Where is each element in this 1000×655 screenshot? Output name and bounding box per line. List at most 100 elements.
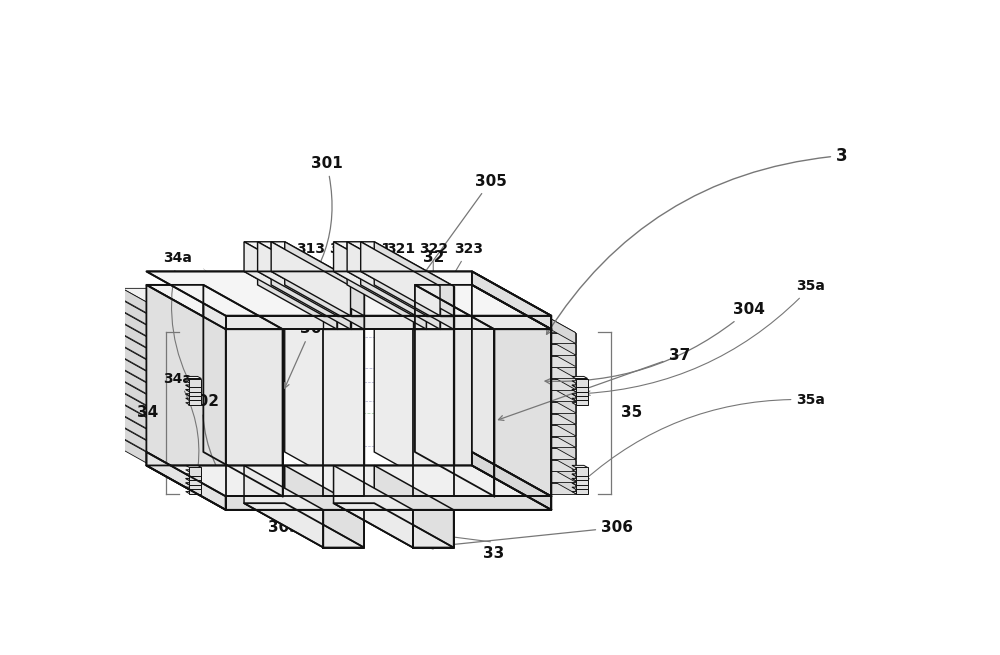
Polygon shape bbox=[494, 390, 551, 402]
Polygon shape bbox=[572, 385, 588, 387]
Polygon shape bbox=[122, 346, 226, 390]
Polygon shape bbox=[576, 392, 588, 400]
Polygon shape bbox=[186, 403, 201, 405]
Polygon shape bbox=[122, 288, 201, 343]
Polygon shape bbox=[146, 285, 283, 329]
Polygon shape bbox=[122, 346, 201, 402]
Polygon shape bbox=[496, 335, 576, 390]
Polygon shape bbox=[201, 367, 226, 378]
Polygon shape bbox=[576, 481, 588, 489]
Text: 32: 32 bbox=[423, 250, 444, 265]
Polygon shape bbox=[122, 358, 201, 413]
Polygon shape bbox=[337, 316, 351, 329]
Polygon shape bbox=[351, 316, 364, 329]
Polygon shape bbox=[472, 335, 576, 379]
Polygon shape bbox=[226, 390, 283, 402]
Text: 323: 323 bbox=[449, 242, 483, 283]
Polygon shape bbox=[186, 474, 201, 476]
Polygon shape bbox=[334, 503, 454, 548]
Polygon shape bbox=[361, 242, 454, 286]
Polygon shape bbox=[201, 402, 226, 413]
Polygon shape bbox=[271, 271, 351, 329]
Polygon shape bbox=[226, 367, 283, 378]
Polygon shape bbox=[576, 383, 588, 392]
Polygon shape bbox=[496, 288, 576, 343]
Polygon shape bbox=[551, 379, 576, 390]
Polygon shape bbox=[472, 323, 576, 367]
Polygon shape bbox=[347, 271, 440, 316]
Polygon shape bbox=[572, 478, 588, 481]
Polygon shape bbox=[572, 394, 588, 396]
Polygon shape bbox=[323, 286, 337, 316]
Polygon shape bbox=[258, 242, 337, 316]
Polygon shape bbox=[413, 329, 454, 496]
Polygon shape bbox=[258, 242, 351, 286]
Polygon shape bbox=[472, 415, 576, 460]
Polygon shape bbox=[572, 479, 588, 481]
Polygon shape bbox=[186, 390, 201, 392]
Polygon shape bbox=[226, 379, 283, 390]
Polygon shape bbox=[572, 377, 588, 379]
Polygon shape bbox=[572, 483, 588, 485]
Polygon shape bbox=[258, 242, 337, 316]
Polygon shape bbox=[122, 323, 226, 367]
Polygon shape bbox=[122, 323, 201, 378]
Polygon shape bbox=[201, 345, 226, 355]
Polygon shape bbox=[572, 491, 588, 494]
Polygon shape bbox=[201, 437, 226, 447]
Polygon shape bbox=[186, 394, 201, 396]
Text: 305: 305 bbox=[391, 174, 507, 319]
Polygon shape bbox=[374, 271, 454, 329]
Text: 302: 302 bbox=[186, 394, 239, 500]
Polygon shape bbox=[494, 483, 551, 494]
Polygon shape bbox=[122, 427, 226, 472]
Polygon shape bbox=[472, 271, 551, 329]
Polygon shape bbox=[271, 242, 364, 286]
Polygon shape bbox=[496, 369, 576, 424]
Polygon shape bbox=[226, 333, 283, 343]
Polygon shape bbox=[122, 300, 226, 345]
Polygon shape bbox=[496, 323, 576, 378]
Polygon shape bbox=[334, 242, 413, 316]
Polygon shape bbox=[472, 381, 576, 425]
Polygon shape bbox=[472, 311, 576, 356]
Polygon shape bbox=[551, 402, 576, 413]
Polygon shape bbox=[189, 472, 201, 481]
Polygon shape bbox=[426, 316, 440, 329]
Polygon shape bbox=[186, 390, 201, 392]
Polygon shape bbox=[226, 316, 551, 329]
Polygon shape bbox=[189, 383, 201, 392]
Polygon shape bbox=[572, 381, 588, 383]
Polygon shape bbox=[201, 379, 226, 390]
Polygon shape bbox=[186, 465, 201, 468]
Text: 35a: 35a bbox=[586, 280, 825, 396]
Polygon shape bbox=[576, 387, 588, 396]
Polygon shape bbox=[186, 385, 201, 387]
Polygon shape bbox=[189, 387, 201, 396]
Polygon shape bbox=[201, 356, 226, 367]
Polygon shape bbox=[122, 438, 201, 494]
Polygon shape bbox=[551, 367, 576, 378]
Polygon shape bbox=[271, 271, 364, 316]
Polygon shape bbox=[122, 335, 201, 390]
Polygon shape bbox=[494, 437, 551, 447]
Polygon shape bbox=[440, 316, 454, 329]
Polygon shape bbox=[494, 367, 551, 378]
Polygon shape bbox=[472, 369, 576, 413]
Polygon shape bbox=[226, 356, 283, 367]
Text: 36: 36 bbox=[284, 322, 322, 388]
Polygon shape bbox=[361, 242, 440, 316]
Text: 35a: 35a bbox=[585, 393, 825, 480]
Polygon shape bbox=[572, 465, 588, 468]
Polygon shape bbox=[189, 392, 201, 400]
Polygon shape bbox=[576, 476, 588, 485]
Polygon shape bbox=[226, 425, 283, 436]
Polygon shape bbox=[496, 358, 576, 413]
Polygon shape bbox=[285, 466, 364, 548]
Polygon shape bbox=[334, 466, 413, 548]
Text: 3: 3 bbox=[547, 147, 848, 334]
Polygon shape bbox=[351, 286, 364, 316]
Polygon shape bbox=[576, 472, 588, 481]
Polygon shape bbox=[576, 485, 588, 494]
Polygon shape bbox=[189, 468, 201, 476]
